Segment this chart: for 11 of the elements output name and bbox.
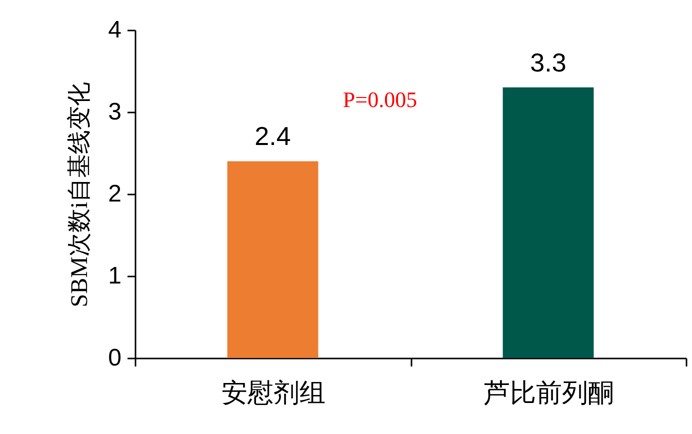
x-tick-label: 芦比前列酮 bbox=[484, 378, 614, 408]
data-label: 3.3 bbox=[530, 47, 566, 78]
y-tick-label: 2 bbox=[108, 180, 122, 208]
y-tick-label: 0 bbox=[108, 344, 122, 372]
y-axis-title: SBM次数i自基线变化 bbox=[66, 82, 94, 308]
y-tick-label: 4 bbox=[108, 16, 122, 44]
y-tick-label: 3 bbox=[108, 98, 122, 126]
x-tick-label: 安慰剂组 bbox=[221, 378, 326, 408]
data-label: 2.4 bbox=[254, 121, 291, 152]
y-tick-label: 1 bbox=[108, 262, 122, 290]
annotation: P=0.005 bbox=[342, 87, 418, 112]
